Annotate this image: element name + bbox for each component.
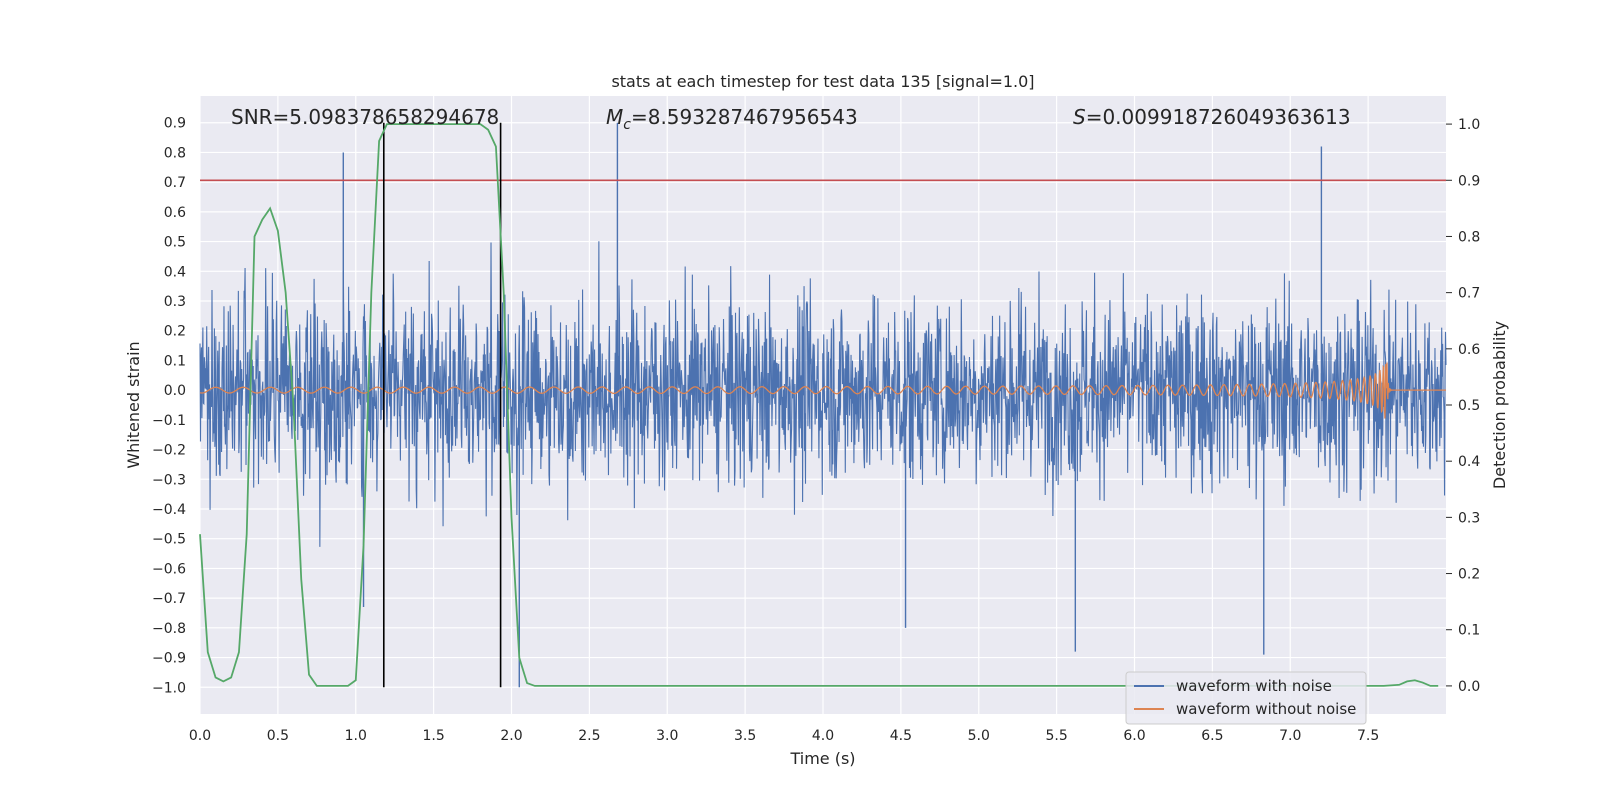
clean-series — [199, 362, 1446, 419]
y-tick-label: 0.0 — [164, 383, 186, 399]
right-y-tick-labels: 1.0 0.9 0.8 0.7 0.6 0.5 0.4 0.3 0.2 0.1 0.0 — [1446, 117, 1480, 695]
legend-label-clean: waveform without noise — [1176, 700, 1356, 718]
x-tick-label: 3.0 — [656, 728, 678, 744]
right-y-tick-label: 0.8 — [1458, 229, 1480, 245]
y-tick-label: 0.8 — [164, 145, 186, 161]
y-tick-label: −0.6 — [152, 561, 186, 577]
x-tick-label: 5.0 — [968, 728, 990, 744]
chirp-mass-symbol: M — [606, 105, 623, 129]
y-tick-label: −0.5 — [152, 532, 186, 548]
x-tick-label: 1.5 — [422, 728, 444, 744]
chirp-mass-value: =8.593287467956543 — [631, 105, 858, 129]
y-tick-label: 0.7 — [164, 175, 186, 191]
right-y-tick-label: 0.7 — [1458, 286, 1480, 302]
y-tick-label: 0.4 — [164, 264, 186, 280]
right-y-tick-label: 0.4 — [1458, 454, 1480, 470]
x-tick-label: 1.0 — [345, 728, 367, 744]
right-y-tick-label: 0.0 — [1458, 679, 1480, 695]
y-tick-label: −0.3 — [152, 472, 186, 488]
legend-box — [1125, 671, 1367, 725]
y-tick-label: 0.5 — [164, 235, 186, 251]
x-tick-label: 4.5 — [890, 728, 912, 744]
x-tick-label: 5.5 — [1045, 728, 1067, 744]
snr-annotation: SNR=5.098378658294678 — [231, 105, 499, 129]
noise-series — [199, 122, 1447, 688]
x-tick-label: 4.0 — [812, 728, 834, 744]
right-y-tick-label: 0.2 — [1458, 567, 1480, 583]
y-tick-label: −0.7 — [152, 591, 186, 607]
y-tick-label: −1.0 — [152, 680, 186, 696]
y-tick-label: −0.1 — [152, 413, 186, 429]
y-tick-label: −0.8 — [152, 621, 186, 637]
s-value: =0.009918726049363613 — [1086, 105, 1351, 129]
x-tick-label: 6.5 — [1201, 728, 1223, 744]
y-tick-label: 0.1 — [164, 353, 186, 369]
legend-label-noise: waveform with noise — [1176, 677, 1332, 695]
x-tick-label: 2.5 — [578, 728, 600, 744]
right-y-tick-label: 0.5 — [1458, 398, 1480, 414]
clean-line — [199, 362, 1446, 419]
s-symbol: S — [1073, 105, 1086, 129]
right-y-tick-label: 0.9 — [1458, 173, 1480, 189]
chart-title: stats at each timestep for test data 135… — [611, 72, 1034, 91]
probability-line — [199, 123, 1439, 687]
y-tick-label: 0.3 — [164, 294, 186, 310]
right-y-tick-label: 0.6 — [1458, 342, 1480, 358]
chirp-mass-subscript: c — [623, 117, 631, 133]
x-tick-label: 3.5 — [734, 728, 756, 744]
x-tick-label: 7.5 — [1357, 728, 1379, 744]
x-tick-label: 2.0 — [500, 728, 522, 744]
overlay-lines — [200, 122, 1446, 688]
right-y-tick-label: 0.1 — [1458, 623, 1480, 639]
x-tick-label: 0.0 — [189, 728, 211, 744]
x-tick-label: 6.0 — [1123, 728, 1145, 744]
y-tick-label: 0.2 — [164, 324, 186, 340]
y-axis-label: Whitened strain — [124, 341, 143, 468]
right-y-tick-label: 1.0 — [1458, 117, 1480, 133]
x-tick-labels: 0.0 0.5 1.0 1.5 2.0 2.5 3.0 3.5 4.0 4.5 5.0 5.5 6.0 6… — [189, 728, 1379, 744]
x-axis-label: Time (s) — [789, 749, 855, 768]
y-tick-label: −0.9 — [152, 651, 186, 667]
y-tick-labels: 0.9 0.8 0.7 0.6 0.5 0.4 0.3 0.2 0.1 0.0 −0.1 −0.2 −0… — [152, 116, 186, 697]
y-tick-label: −0.2 — [152, 443, 186, 459]
right-y-axis-label: Detection probability — [1490, 321, 1509, 489]
y-tick-label: 0.6 — [164, 205, 186, 221]
legend: waveform with noise waveform without noi… — [1125, 671, 1367, 725]
probability-series — [199, 123, 1439, 687]
x-tick-label: 7.0 — [1279, 728, 1301, 744]
y-tick-label: 0.9 — [164, 116, 186, 132]
noise-line — [199, 241, 1447, 547]
y-tick-label: −0.4 — [152, 502, 186, 518]
x-tick-label: 0.5 — [267, 728, 289, 744]
s-annotation: S=0.009918726049363613 — [1073, 105, 1351, 129]
right-y-tick-label: 0.3 — [1458, 510, 1480, 526]
chirp-mass-annotation: Mc=8.593287467956543 — [606, 105, 858, 133]
